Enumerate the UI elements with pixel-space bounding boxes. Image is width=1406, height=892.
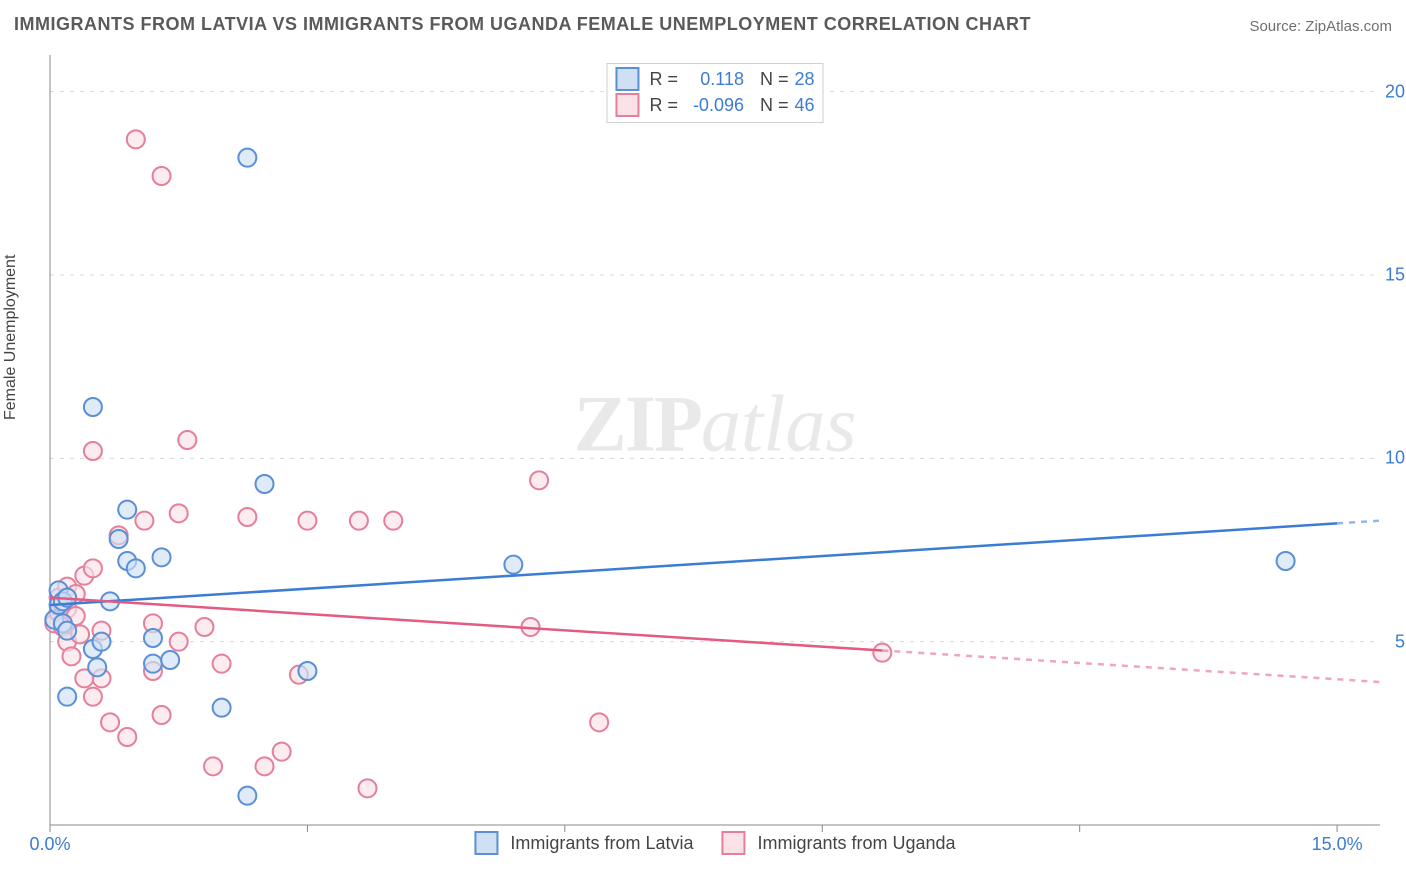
y-tick-label: 20.0% (1385, 81, 1406, 102)
swatch-uganda (721, 831, 745, 855)
stats-box: R = 0.118 N = 28 R = -0.096 N = 46 (606, 63, 823, 123)
source-label: Source: ZipAtlas.com (1249, 18, 1392, 35)
legend-item-uganda: Immigrants from Uganda (721, 831, 955, 855)
legend-label-uganda: Immigrants from Uganda (757, 833, 955, 854)
r-value-latvia: 0.118 (684, 66, 744, 92)
chart-title: IMMIGRANTS FROM LATVIA VS IMMIGRANTS FRO… (14, 14, 1031, 35)
legend-label-latvia: Immigrants from Latvia (510, 833, 693, 854)
y-axis-label: Female Unemployment (2, 255, 20, 420)
swatch-latvia (615, 67, 639, 91)
r-value-uganda: -0.096 (684, 92, 744, 118)
stats-row-latvia: R = 0.118 N = 28 (615, 66, 814, 92)
y-tick-label: 15.0% (1385, 265, 1406, 286)
series-legend: Immigrants from Latvia Immigrants from U… (474, 831, 955, 855)
scatter-plot: ZIPatlas R = 0.118 N = 28 R = -0.096 N =… (50, 55, 1380, 825)
y-tick-label: 5.0% (1395, 631, 1406, 652)
stats-row-uganda: R = -0.096 N = 46 (615, 92, 814, 118)
y-tick-label: 10.0% (1385, 448, 1406, 469)
legend-item-latvia: Immigrants from Latvia (474, 831, 693, 855)
swatch-uganda (615, 93, 639, 117)
x-tick-label: 15.0% (1312, 834, 1363, 855)
x-tick-label: 0.0% (29, 834, 70, 855)
n-value-uganda: 46 (795, 92, 815, 118)
n-value-latvia: 28 (795, 66, 815, 92)
swatch-latvia (474, 831, 498, 855)
